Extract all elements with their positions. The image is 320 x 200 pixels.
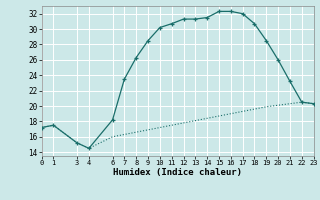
X-axis label: Humidex (Indice chaleur): Humidex (Indice chaleur): [113, 168, 242, 177]
